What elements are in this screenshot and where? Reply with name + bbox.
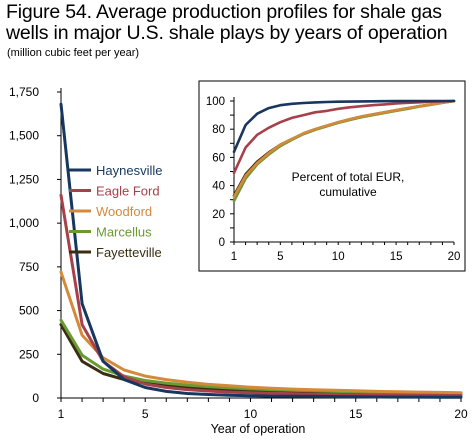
legend-label-fayetteville: Fayetteville (96, 245, 162, 260)
inset-y-tick-label-100: 100 (206, 96, 225, 108)
series-line-fayetteville (59, 323, 463, 396)
inset-x-tick-label-20: 20 (448, 251, 461, 263)
y-tick-label-1-250: 1,250 (9, 172, 39, 186)
x-tick-label-10: 10 (244, 407, 258, 421)
y-tick-label-500: 500 (19, 304, 39, 318)
inset-x-tick-label-15: 15 (390, 251, 403, 263)
legend-label-haynesville: Haynesville (96, 163, 162, 178)
y-tick-label-1-500: 1,500 (9, 129, 39, 143)
inset-annotation-line1: Percent of total EUR, (292, 170, 405, 184)
inset-y-tick-label-20: 20 (212, 209, 225, 221)
chart-title-line1: Figure 54. Average production profiles f… (6, 1, 442, 23)
x-tick-label-5: 5 (142, 407, 149, 421)
inset-y-tick-label-0: 0 (219, 237, 225, 249)
inset-x-tick-label-10: 10 (332, 251, 345, 263)
chart-subtitle: (million cubic feet per year) (7, 47, 140, 59)
chart-title: Figure 54. Average production profiles f… (6, 2, 472, 44)
series-line-eagle-ford (59, 193, 463, 398)
inset-series-line-haynesville (232, 99, 456, 154)
y-tick-label-250: 250 (19, 347, 39, 361)
y-tick-label-750: 750 (19, 260, 39, 274)
inset-series-line-woodford (232, 99, 456, 199)
inset-x-tick-label-5: 5 (277, 251, 283, 263)
x-axis-label: Year of operation (211, 422, 306, 436)
legend-label-marcellus: Marcellus (96, 225, 152, 240)
series-line-woodford (59, 270, 463, 395)
inset-x-tick-label-1: 1 (231, 251, 237, 263)
legend-label-eagle-ford: Eagle Ford (96, 184, 160, 199)
inset-annotation-line2: cumulative (319, 185, 377, 199)
series-line-marcellus (59, 318, 463, 395)
inset-y-tick-label-40: 40 (212, 181, 225, 193)
legend-label-woodford: Woodford (96, 204, 152, 219)
legend: Haynesville Eagle Ford Woodford Marcellus Fa… (69, 163, 162, 260)
chart-title-line2: wells in major U.S. shale plays by years… (6, 22, 448, 44)
x-tick-label-1: 1 (58, 407, 65, 421)
y-tick-label-1-750: 1,750 (9, 85, 39, 99)
x-tick-label-20: 20 (454, 407, 468, 421)
y-tick-label-1-000: 1,000 (9, 216, 39, 230)
y-tick-label-0: 0 (32, 391, 39, 405)
series-line-haynesville (59, 102, 463, 399)
inset-y-tick-label-80: 80 (212, 124, 225, 136)
inset-y-tick-label-60: 60 (212, 152, 225, 164)
x-tick-label-15: 15 (349, 407, 363, 421)
